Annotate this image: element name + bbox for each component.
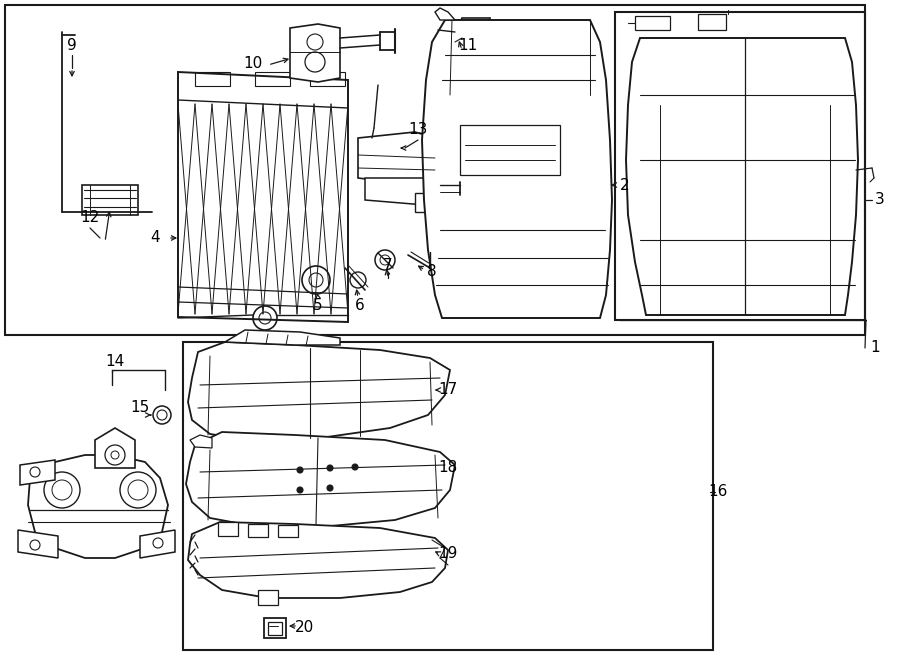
Text: 7: 7 bbox=[383, 258, 392, 272]
Polygon shape bbox=[218, 522, 238, 536]
Circle shape bbox=[297, 467, 303, 473]
Text: 10: 10 bbox=[243, 56, 263, 71]
Polygon shape bbox=[178, 72, 348, 322]
Polygon shape bbox=[225, 330, 340, 345]
Polygon shape bbox=[186, 432, 455, 527]
Polygon shape bbox=[415, 193, 430, 212]
Polygon shape bbox=[20, 460, 55, 485]
Text: 2: 2 bbox=[620, 178, 630, 192]
Text: 4: 4 bbox=[150, 231, 160, 245]
Polygon shape bbox=[95, 428, 135, 468]
Text: 1: 1 bbox=[870, 340, 880, 356]
Bar bbox=[255, 72, 290, 86]
Text: 18: 18 bbox=[438, 459, 457, 475]
Text: 14: 14 bbox=[105, 354, 124, 369]
Text: 17: 17 bbox=[438, 383, 457, 397]
Text: 11: 11 bbox=[458, 38, 478, 52]
Polygon shape bbox=[290, 24, 340, 82]
Text: 20: 20 bbox=[295, 621, 315, 635]
Polygon shape bbox=[626, 38, 858, 315]
Text: 6: 6 bbox=[356, 297, 364, 313]
Bar bbox=[268, 622, 282, 635]
Text: 16: 16 bbox=[708, 485, 728, 500]
Text: 19: 19 bbox=[438, 547, 458, 561]
Text: 15: 15 bbox=[130, 401, 149, 416]
Polygon shape bbox=[435, 8, 455, 20]
Polygon shape bbox=[28, 455, 168, 558]
Circle shape bbox=[297, 487, 303, 493]
Circle shape bbox=[352, 464, 358, 470]
Text: 12: 12 bbox=[80, 210, 100, 225]
Polygon shape bbox=[140, 530, 175, 558]
Polygon shape bbox=[82, 185, 138, 215]
Circle shape bbox=[327, 485, 333, 491]
Bar bbox=[698, 14, 726, 30]
Text: 3: 3 bbox=[875, 192, 885, 208]
Text: 9: 9 bbox=[68, 38, 76, 52]
Polygon shape bbox=[188, 522, 448, 598]
Bar bbox=[264, 618, 286, 638]
Polygon shape bbox=[258, 590, 278, 605]
Text: 5: 5 bbox=[313, 297, 323, 313]
Polygon shape bbox=[422, 20, 612, 318]
Polygon shape bbox=[188, 342, 450, 440]
Bar bbox=[310, 72, 345, 86]
Polygon shape bbox=[190, 435, 212, 448]
Circle shape bbox=[327, 465, 333, 471]
Polygon shape bbox=[455, 18, 490, 42]
Bar bbox=[183, 342, 713, 650]
Bar bbox=[5, 5, 865, 335]
Polygon shape bbox=[248, 524, 268, 537]
Polygon shape bbox=[18, 530, 58, 558]
Text: 8: 8 bbox=[428, 264, 436, 280]
Bar bbox=[615, 12, 865, 320]
Polygon shape bbox=[358, 132, 435, 185]
Polygon shape bbox=[365, 178, 425, 205]
Bar bbox=[635, 16, 670, 30]
Polygon shape bbox=[278, 525, 298, 537]
Bar bbox=[195, 72, 230, 86]
Text: 13: 13 bbox=[409, 122, 428, 137]
